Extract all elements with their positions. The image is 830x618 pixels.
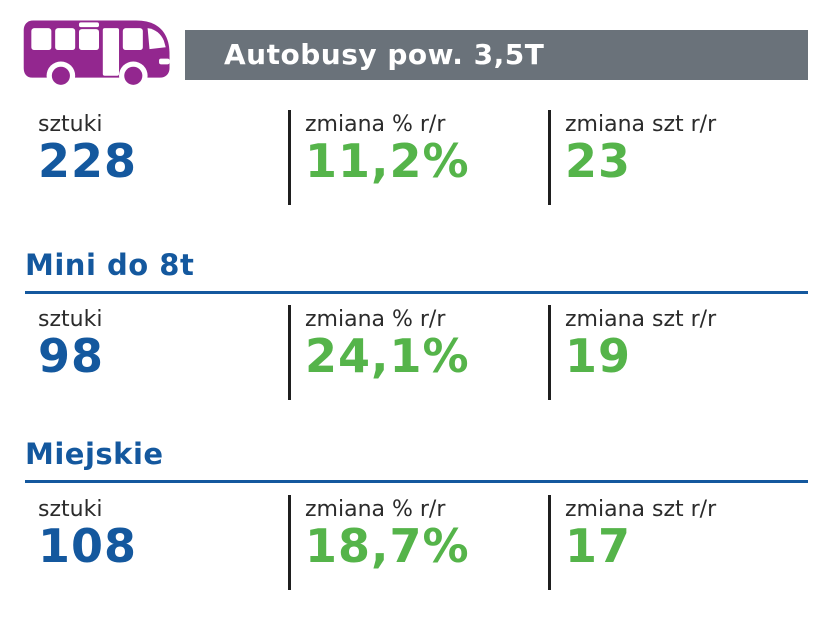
stat-total-zmiana-sztuki: zmiana szt r/r 23 bbox=[548, 110, 796, 205]
stat-label: sztuki bbox=[38, 497, 103, 522]
stat-label: sztuki bbox=[38, 307, 103, 332]
stats-row-mini-do-8t: sztuki 98 zmiana % r/r 24,1% zmiana szt … bbox=[0, 305, 830, 401]
stat-label: zmiana szt r/r bbox=[565, 307, 717, 332]
stat-value: 108 bbox=[38, 519, 138, 573]
stat-value: 19 bbox=[565, 329, 632, 383]
section-title-mini-do-8t: Mini do 8t bbox=[25, 248, 808, 294]
stat-value: 24,1% bbox=[305, 329, 470, 383]
section-title-miejskie: Miejskie bbox=[25, 437, 808, 483]
stat-value: 17 bbox=[565, 519, 632, 573]
stat-label: zmiana szt r/r bbox=[565, 497, 717, 522]
stat-label: sztuki bbox=[38, 112, 103, 137]
bus-icon-graphic bbox=[23, 20, 170, 91]
stat-miejskie-zmiana-sztuki: zmiana szt r/r 17 bbox=[548, 495, 796, 590]
stat-value: 11,2% bbox=[305, 134, 470, 188]
stat-miejskie-sztuki: sztuki 108 bbox=[38, 495, 278, 590]
stat-mini-zmiana-sztuki: zmiana szt r/r 19 bbox=[548, 305, 796, 400]
stat-mini-sztuki: sztuki 98 bbox=[38, 305, 278, 400]
stat-label: zmiana szt r/r bbox=[565, 112, 717, 137]
page-title: Autobusy pow. 3,5T bbox=[185, 30, 808, 80]
stat-miejskie-zmiana-procent: zmiana % r/r 18,7% bbox=[288, 495, 536, 590]
stats-row-total: sztuki 228 zmiana % r/r 11,2% zmiana szt… bbox=[0, 110, 830, 206]
stat-value: 23 bbox=[565, 134, 632, 188]
stat-total-sztuki: sztuki 228 bbox=[38, 110, 278, 205]
stat-total-zmiana-procent: zmiana % r/r 11,2% bbox=[288, 110, 536, 205]
stat-value: 228 bbox=[38, 134, 138, 188]
stat-value: 98 bbox=[38, 329, 105, 383]
stat-mini-zmiana-procent: zmiana % r/r 24,1% bbox=[288, 305, 536, 400]
stat-label: zmiana % r/r bbox=[305, 307, 446, 332]
stat-label: zmiana % r/r bbox=[305, 112, 446, 137]
stat-label: zmiana % r/r bbox=[305, 497, 446, 522]
bus-icon bbox=[18, 8, 180, 94]
stats-row-miejskie: sztuki 108 zmiana % r/r 18,7% zmiana szt… bbox=[0, 495, 830, 591]
stat-value: 18,7% bbox=[305, 519, 470, 573]
